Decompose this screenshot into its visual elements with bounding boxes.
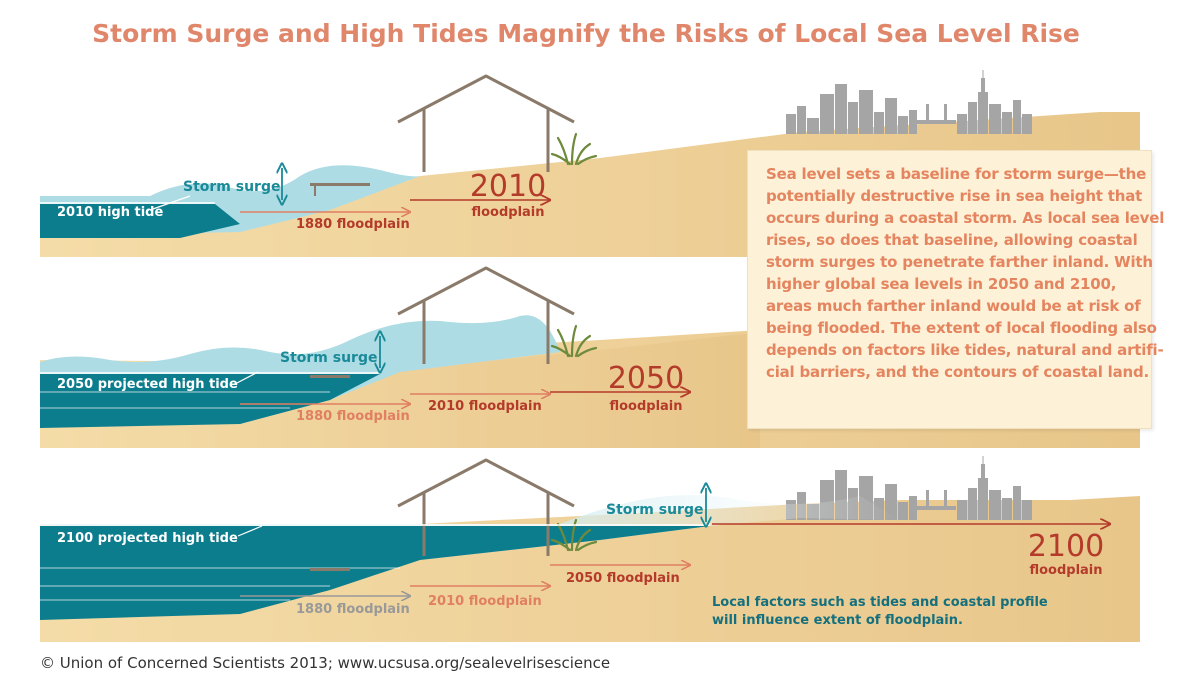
storm-surge-label: Storm surge xyxy=(606,502,703,518)
floodplain-year: 2050 xyxy=(608,361,684,396)
info-box-text: Sea level sets a baseline for storm surg… xyxy=(766,163,1165,383)
local-factors-note: Local factors such as tides and coastal … xyxy=(712,595,1052,628)
floodplain-year: 2100 xyxy=(1028,529,1104,564)
floodplain-label-2050: 2050 floodplain xyxy=(566,571,680,586)
storm-surge-label: Storm surge xyxy=(280,350,377,366)
page-title: Storm Surge and High Tides Magnify the R… xyxy=(92,19,1080,48)
info-box: Sea level sets a baseline for storm surg… xyxy=(747,150,1165,429)
high-tide-water xyxy=(40,526,710,620)
info-line: rises, so does that baseline, allowing c… xyxy=(766,231,1138,249)
dock xyxy=(310,375,350,378)
floodplain-label-1880: 1880 floodplain xyxy=(296,409,410,424)
floodplain-word: floodplain xyxy=(471,205,544,220)
floodplain-word: floodplain xyxy=(609,399,682,414)
tide-label: 2050 projected high tide xyxy=(57,377,238,392)
storm-surge-label: Storm surge xyxy=(183,179,280,195)
floodplain-label-2010: 2010 floodplain xyxy=(428,399,542,414)
note-line: Local factors such as tides and coastal … xyxy=(712,595,1048,610)
info-line: storm surges to penetrate farther inland… xyxy=(766,253,1153,271)
info-line: potentially destructive rise in sea heig… xyxy=(766,187,1143,205)
high-tide-water xyxy=(40,204,240,238)
land xyxy=(40,332,760,448)
tide-label: 2100 projected high tide xyxy=(57,531,238,546)
info-line: cial barriers, and the contours of coast… xyxy=(766,363,1150,381)
floodplain-label-1880: 1880 floodplain xyxy=(296,217,410,232)
info-line: areas much farther inland would be at ri… xyxy=(766,297,1141,315)
note-line: will influence extent of floodplain. xyxy=(712,613,963,628)
info-line: depends on factors like tides, natural a… xyxy=(766,341,1164,359)
tide-label: 2010 high tide xyxy=(57,205,163,220)
land xyxy=(40,496,1140,642)
info-line: occurs during a coastal storm. As local … xyxy=(766,209,1165,227)
info-line: being flooded. The extent of local flood… xyxy=(766,319,1157,337)
dock xyxy=(310,568,350,571)
credit-line: © Union of Concerned Scientists 2013; ww… xyxy=(40,654,610,672)
floodplain-label-1880: 1880 floodplain xyxy=(296,602,410,617)
high-tide-water xyxy=(40,374,380,428)
panel-2100: 2100 projected high tide Storm surge 188… xyxy=(40,456,1140,642)
dock xyxy=(310,183,370,186)
info-line: higher global sea levels in 2050 and 210… xyxy=(766,275,1117,293)
floodplain-year: 2010 xyxy=(470,169,546,204)
floodplain-word: floodplain xyxy=(1029,563,1102,578)
info-line: Sea level sets a baseline for storm surg… xyxy=(766,165,1147,183)
floodplain-label-2010: 2010 floodplain xyxy=(428,594,542,609)
